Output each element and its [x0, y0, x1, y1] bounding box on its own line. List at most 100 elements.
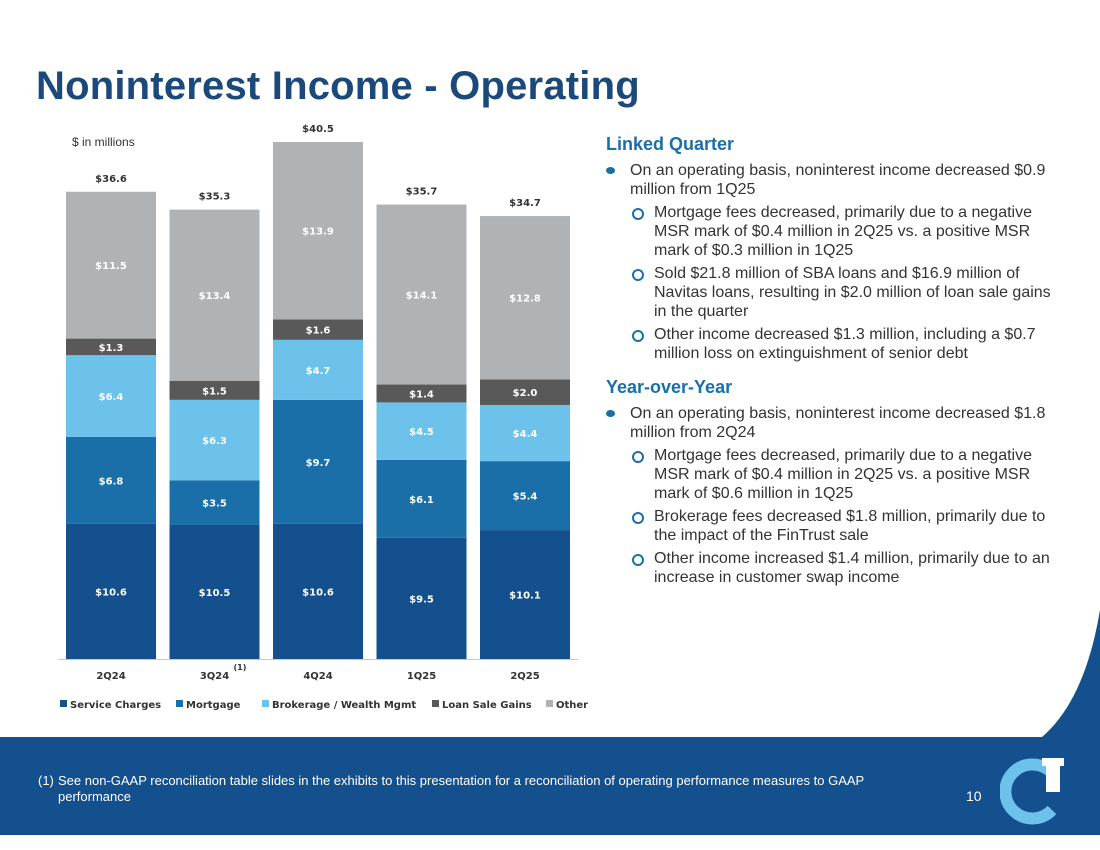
bar-label-loan-sale-gains-2q24: $1.3: [99, 343, 124, 354]
bar-mortgage-1q25: [376, 459, 467, 538]
bar-label-other-1q25: $14.1: [406, 291, 438, 302]
bar-label-other-4q24: $13.9: [302, 227, 334, 238]
bar-loan-sale-gains-2q24: [66, 338, 156, 356]
bar-loan-sale-gains-4q24: [273, 319, 363, 340]
bar-label-loan-sale-gains-3q24: $1.5: [202, 386, 227, 397]
footnote-text: See non-GAAP reconciliation table slides…: [58, 773, 864, 804]
bar-other-2q25: [480, 216, 570, 380]
bar-label-mortgage-1q25: $6.1: [409, 495, 434, 506]
bar-loan-sale-gains-3q24: [169, 380, 260, 400]
bar-label-other-3q24: $13.4: [199, 291, 231, 302]
page-number: 10: [966, 788, 982, 804]
legend-swatch-brokerage-wealth-mgmt: [262, 700, 269, 707]
year-over-year-sub-bullet-mortgage: Mortgage fees decreased, primarily due t…: [606, 446, 1066, 503]
legend-label-service-charges: Service Charges: [70, 700, 161, 711]
bar-label-service-charges-2q24: $10.6: [95, 587, 127, 598]
x-tick-1q25: 1Q25: [407, 671, 436, 682]
total-label-2q25: $34.7: [509, 198, 541, 209]
total-label-3q24: $35.3: [199, 192, 231, 203]
bar-label-other-2q24: $11.5: [95, 261, 127, 272]
bar-label-service-charges-3q24: $10.5: [199, 588, 231, 599]
legend-swatch-loan-sale-gains: [432, 700, 439, 707]
legend: Service Charges Mortgage Brokerage / Wealt…: [60, 700, 588, 711]
total-label-4q24: $40.5: [302, 124, 334, 135]
logo-ring: [1000, 758, 1057, 825]
x-tick-3q24: 3Q24: [200, 671, 229, 682]
bar-label-brokerage-wealth-mgmt-2q25: $4.4: [513, 429, 538, 440]
linked-quarter-section: Linked Quarter On an operating basis, no…: [606, 134, 1066, 363]
x-axis-ticks: 2Q24 3Q24 (1) 4Q24 1Q25 2Q25: [96, 663, 539, 682]
bar-loan-sale-gains-1q25: [376, 384, 467, 403]
bar-label-brokerage-wealth-mgmt-4q24: $4.7: [306, 366, 331, 377]
bar-label-mortgage-3q24: $3.5: [202, 499, 227, 510]
year-over-year-sub-bullet-other: Other income increased $1.4 million, pri…: [606, 549, 1066, 587]
linked-quarter-main-bullet: On an operating basis, noninterest incom…: [606, 161, 1066, 199]
bar-label-other-2q25: $12.8: [509, 294, 541, 305]
bar-service-charges-2q25: [480, 530, 570, 659]
legend-swatch-mortgage: [176, 700, 183, 707]
bars-group: $10.6 $6.8 $6.4 $1.3 $11.5 $36.6 $10.5 $3.5 $6.3…: [66, 124, 570, 659]
page-title: Noninterest Income - Operating: [36, 64, 640, 108]
bar-service-charges-3q24: [169, 524, 260, 659]
legend-swatch-other: [546, 700, 553, 707]
bar-label-loan-sale-gains-1q25: $1.4: [409, 389, 434, 400]
bar-other-1q25: [376, 204, 467, 385]
bar-label-loan-sale-gains-2q25: $2.0: [513, 388, 538, 399]
bar-label-loan-sale-gains-4q24: $1.6: [306, 326, 331, 337]
bar-mortgage-2q24: [66, 436, 156, 524]
bar-other-4q24: [273, 142, 363, 320]
bar-service-charges-2q24: [66, 523, 156, 659]
bar-brokerage-wealth-mgmt-1q25: [376, 402, 467, 460]
bar-mortgage-2q25: [480, 461, 570, 531]
bar-mortgage-4q24: [273, 399, 363, 524]
unit-note: $ in millions: [72, 135, 135, 149]
year-over-year-sub-bullet-brokerage: Brokerage fees decreased $1.8 million, p…: [606, 507, 1066, 545]
bar-brokerage-wealth-mgmt-4q24: [273, 339, 363, 400]
year-over-year-section: Year-over-Year On an operating basis, no…: [606, 377, 1066, 587]
year-over-year-heading: Year-over-Year: [606, 377, 733, 397]
bar-service-charges-1q25: [376, 537, 467, 659]
legend-label-mortgage: Mortgage: [186, 700, 241, 711]
legend-label-brokerage-wealth-mgmt: Brokerage / Wealth Mgmt: [272, 700, 416, 711]
bar-brokerage-wealth-mgmt-2q25: [480, 404, 570, 462]
linked-quarter-heading: Linked Quarter: [606, 134, 735, 154]
footnote-mark: (1): [38, 773, 54, 788]
footnote: (1) See non-GAAP reconciliation table sli…: [38, 773, 908, 805]
bar-label-service-charges-4q24: $10.6: [302, 587, 334, 598]
legend-swatch-service-charges: [60, 700, 67, 707]
corner-curve-shape: [1042, 610, 1100, 737]
x-tick-2q24: 2Q24: [96, 671, 125, 682]
bar-mortgage-3q24: [169, 480, 260, 525]
x-tick-2q25: 2Q25: [510, 671, 539, 682]
bar-label-brokerage-wealth-mgmt-3q24: $6.3: [202, 436, 227, 447]
total-label-1q25: $35.7: [406, 187, 438, 198]
bar-label-service-charges-1q25: $9.5: [409, 594, 434, 605]
bar-label-service-charges-2q25: $10.1: [509, 591, 541, 602]
bar-brokerage-wealth-mgmt-3q24: [169, 399, 260, 481]
bar-label-mortgage-2q24: $6.8: [99, 476, 124, 487]
bar-label-brokerage-wealth-mgmt-1q25: $4.5: [409, 427, 434, 438]
footer-bar: (1) See non-GAAP reconciliation table sli…: [0, 737, 1100, 835]
commentary: Linked Quarter On an operating basis, no…: [606, 134, 1066, 591]
bar-label-mortgage-2q25: $5.4: [513, 492, 538, 503]
linked-quarter-sub-bullet-other: Other income decreased $1.3 million, inc…: [606, 325, 1066, 363]
bar-other-3q24: [169, 209, 260, 381]
bar-brokerage-wealth-mgmt-2q24: [66, 355, 156, 437]
logo-bar-cap: [1042, 758, 1064, 766]
bar-label-mortgage-4q24: $9.7: [306, 458, 331, 469]
bar-service-charges-4q24: [273, 523, 363, 659]
bar-other-2q24: [66, 191, 156, 339]
company-logo-icon: [1000, 758, 1064, 825]
bar-loan-sale-gains-2q25: [480, 379, 570, 405]
legend-label-other: Other: [556, 700, 588, 711]
linked-quarter-sub-bullet-loan-sales: Sold $21.8 million of SBA loans and $16.…: [606, 264, 1066, 321]
total-label-2q24: $36.6: [95, 174, 127, 185]
x-tick-4q24: 4Q24: [303, 671, 332, 682]
x-tick-footnote-3q24: (1): [234, 663, 247, 672]
linked-quarter-sub-bullet-mortgage: Mortgage fees decreased, primarily due t…: [606, 203, 1066, 260]
stacked-bar-chart: $ in millions $10.6 $6.8 $6.4 $1.3 $11.5 $36.…: [58, 124, 588, 711]
legend-label-loan-sale-gains: Loan Sale Gains: [442, 700, 532, 711]
logo-bar: [1046, 758, 1060, 792]
year-over-year-main-bullet: On an operating basis, noninterest incom…: [606, 404, 1066, 442]
